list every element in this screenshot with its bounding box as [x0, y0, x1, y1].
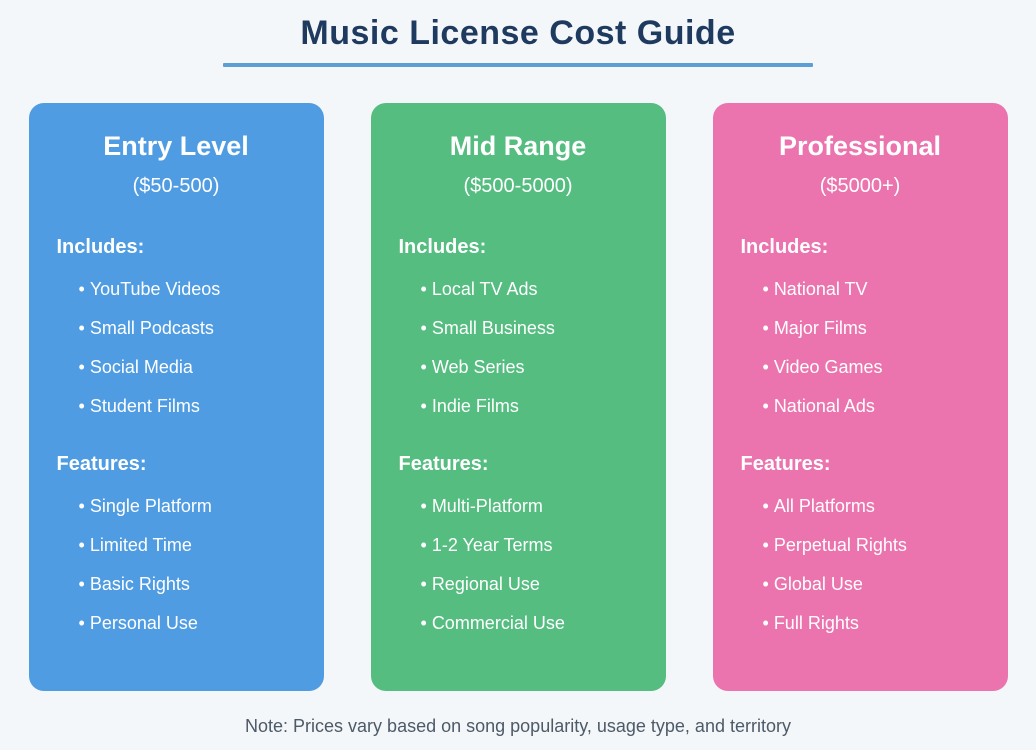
- includes-label: Includes:: [56, 236, 145, 258]
- includes-list: YouTube Videos Small Podcasts Social Med…: [57, 280, 296, 415]
- card-price-range: ($50-500): [132, 175, 220, 197]
- list-item: Social Media: [79, 358, 296, 376]
- list-item: Local TV Ads: [421, 280, 638, 298]
- features-list: All Platforms Perpetual Rights Global Us…: [741, 497, 980, 632]
- list-item: Multi-Platform: [421, 497, 638, 515]
- list-item: Small Podcasts: [79, 319, 296, 337]
- list-item: Web Series: [421, 358, 638, 376]
- list-item: Basic Rights: [79, 575, 296, 593]
- features-label: Features:: [398, 453, 489, 475]
- includes-list: National TV Major Films Video Games Nati…: [741, 280, 980, 415]
- includes-label: Includes:: [398, 236, 487, 258]
- card-entry-level: Entry Level ($50-500) Includes: YouTube …: [28, 103, 324, 691]
- list-item: YouTube Videos: [79, 280, 296, 298]
- title-underline: [223, 63, 813, 67]
- list-item: All Platforms: [763, 497, 980, 515]
- list-item: Commercial Use: [421, 614, 638, 632]
- card-professional: Professional ($5000+) Includes: National…: [712, 103, 1008, 691]
- features-label: Features:: [56, 453, 147, 475]
- list-item: Regional Use: [421, 575, 638, 593]
- card-title: Mid Range: [449, 131, 587, 161]
- list-item: National TV: [763, 280, 980, 298]
- list-item: Global Use: [763, 575, 980, 593]
- list-item: Student Films: [79, 397, 296, 415]
- footer-note: Note: Prices vary based on song populari…: [245, 716, 791, 736]
- pricing-tier-cards: Entry Level ($50-500) Includes: YouTube …: [0, 103, 1036, 691]
- list-item: National Ads: [763, 397, 980, 415]
- card-title: Entry Level: [103, 131, 249, 161]
- list-item: Personal Use: [79, 614, 296, 632]
- page-title: Music License Cost Guide: [300, 14, 736, 52]
- features-list: Multi-Platform 1-2 Year Terms Regional U…: [399, 497, 638, 632]
- list-item: Major Films: [763, 319, 980, 337]
- card-price-range: ($500-5000): [463, 175, 573, 197]
- list-item: Indie Films: [421, 397, 638, 415]
- includes-label: Includes:: [740, 236, 829, 258]
- features-list: Single Platform Limited Time Basic Right…: [57, 497, 296, 632]
- card-mid-range: Mid Range ($500-5000) Includes: Local TV…: [370, 103, 666, 691]
- list-item: Single Platform: [79, 497, 296, 515]
- features-label: Features:: [740, 453, 831, 475]
- list-item: Video Games: [763, 358, 980, 376]
- card-title: Professional: [778, 131, 942, 161]
- card-price-range: ($5000+): [819, 175, 901, 197]
- list-item: 1-2 Year Terms: [421, 536, 638, 554]
- includes-list: Local TV Ads Small Business Web Series I…: [399, 280, 638, 415]
- list-item: Limited Time: [79, 536, 296, 554]
- list-item: Perpetual Rights: [763, 536, 980, 554]
- list-item: Small Business: [421, 319, 638, 337]
- list-item: Full Rights: [763, 614, 980, 632]
